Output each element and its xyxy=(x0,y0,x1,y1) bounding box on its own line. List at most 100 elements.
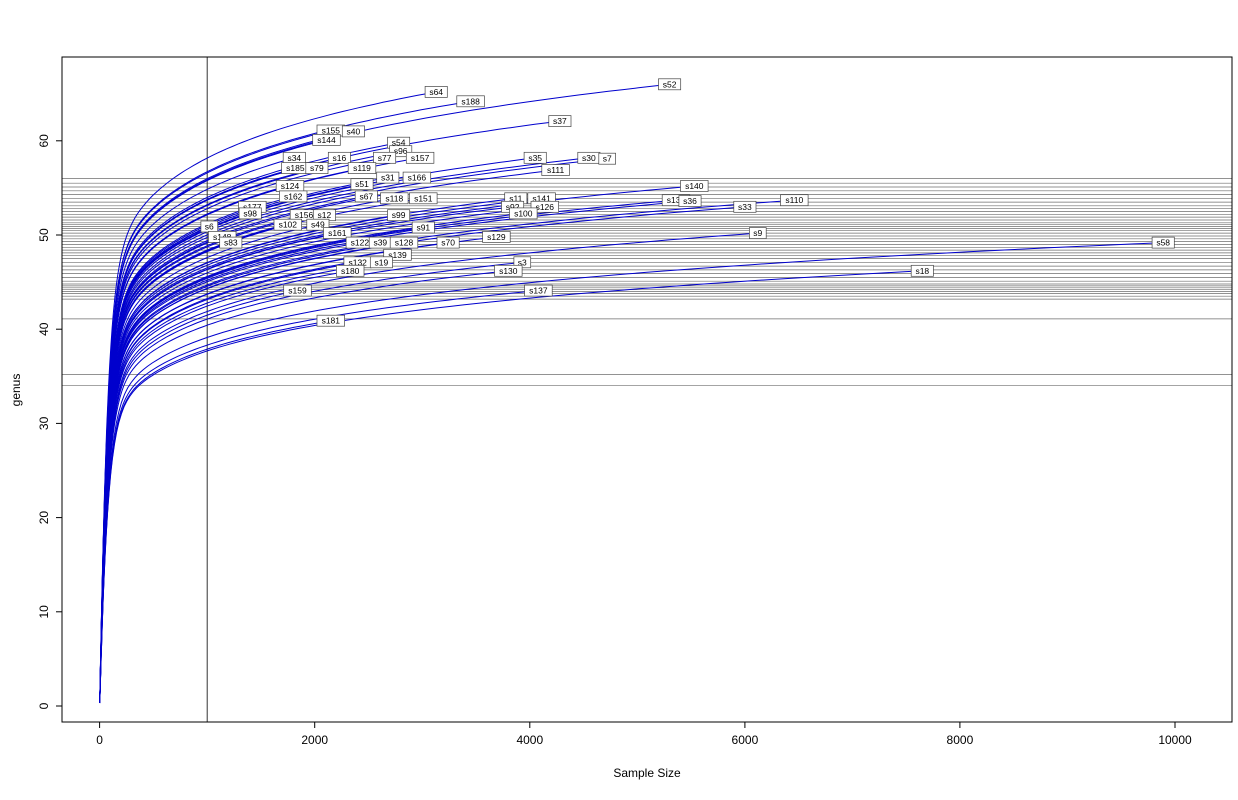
svg-text:s166: s166 xyxy=(408,173,427,183)
curve-label: s31 xyxy=(376,171,400,184)
svg-text:s139: s139 xyxy=(388,250,407,260)
x-axis-title: Sample Size xyxy=(613,766,681,780)
svg-text:s100: s100 xyxy=(514,208,533,218)
x-tick-label: 0 xyxy=(96,733,103,747)
rarefaction-curve xyxy=(99,157,536,703)
svg-text:s155: s155 xyxy=(322,126,341,136)
curve-label: s96 xyxy=(389,145,413,158)
curve-label: s36 xyxy=(678,195,702,207)
rarefaction-curve xyxy=(99,199,677,703)
svg-text:s144: s144 xyxy=(317,135,336,145)
svg-text:s70: s70 xyxy=(441,238,455,248)
svg-text:s33: s33 xyxy=(738,202,752,212)
curve-label: s30 xyxy=(577,151,601,164)
svg-text:s180: s180 xyxy=(341,266,360,276)
svg-text:s9: s9 xyxy=(753,228,762,238)
curve-label: s52 xyxy=(658,78,682,91)
curve-label: s102 xyxy=(273,218,302,231)
svg-text:s79: s79 xyxy=(310,163,324,173)
svg-text:s39: s39 xyxy=(373,238,387,248)
svg-text:s102: s102 xyxy=(279,220,298,230)
svg-text:s19: s19 xyxy=(375,257,389,267)
svg-text:s185: s185 xyxy=(286,163,305,173)
svg-text:s36: s36 xyxy=(683,196,697,206)
rarefaction-curve xyxy=(99,199,795,703)
svg-text:s49: s49 xyxy=(311,220,325,230)
plot-box xyxy=(61,56,1233,723)
svg-text:s132: s132 xyxy=(348,257,367,267)
curve-label: s37 xyxy=(548,115,572,127)
svg-text:s159: s159 xyxy=(288,286,307,296)
rarefaction-curve xyxy=(99,290,539,704)
svg-text:s31: s31 xyxy=(381,173,395,183)
y-tick-label: 40 xyxy=(37,322,51,336)
rarefaction-curve xyxy=(99,320,331,704)
curve-label: s100 xyxy=(509,207,538,220)
svg-text:s18: s18 xyxy=(915,266,929,276)
curve-label: s166 xyxy=(402,171,432,184)
curve-label: s99 xyxy=(387,209,411,222)
svg-text:s52: s52 xyxy=(663,79,677,89)
svg-text:s91: s91 xyxy=(416,223,430,233)
svg-text:s40: s40 xyxy=(347,126,361,136)
y-tick-label: 20 xyxy=(37,511,51,525)
y-tick-label: 50 xyxy=(37,228,51,242)
curve-label: s83 xyxy=(219,236,243,249)
curve-label: s181 xyxy=(316,314,345,327)
svg-text:s151: s151 xyxy=(414,193,433,203)
curve-label: s126 xyxy=(530,200,559,213)
y-axis-title: genus xyxy=(9,373,23,407)
x-tick-label: 2000 xyxy=(301,733,328,747)
curve-label: s162 xyxy=(279,190,308,203)
rarefaction-curve xyxy=(99,177,417,703)
x-tick-label: 4000 xyxy=(516,733,543,747)
svg-text:s118: s118 xyxy=(385,193,403,203)
curve-label: s159 xyxy=(283,284,312,297)
curve-label: s128 xyxy=(389,236,419,249)
svg-text:s136: s136 xyxy=(667,195,686,205)
svg-text:s162: s162 xyxy=(284,191,303,201)
svg-text:s12: s12 xyxy=(318,210,332,220)
svg-text:s6: s6 xyxy=(205,222,214,232)
curve-label: s188 xyxy=(456,95,485,108)
curve-label: s33 xyxy=(733,200,757,213)
rarefaction-curve xyxy=(99,242,1164,704)
curve-label: s51 xyxy=(350,178,374,191)
svg-text:s161: s161 xyxy=(328,228,347,238)
curve-label: s118 xyxy=(380,192,409,205)
svg-text:s157: s157 xyxy=(411,153,430,163)
curve-label: s129 xyxy=(482,231,511,243)
svg-text:s96: s96 xyxy=(394,146,408,156)
curve-label: s185 xyxy=(281,162,310,174)
y-tick-label: 30 xyxy=(37,416,51,430)
curve-label: s77 xyxy=(373,151,397,164)
curve-label: s98 xyxy=(238,207,262,220)
svg-text:s181: s181 xyxy=(322,316,341,326)
curve-label: s161 xyxy=(323,227,352,239)
curve-label: s137 xyxy=(524,284,553,297)
svg-text:s34: s34 xyxy=(287,153,301,163)
curve-label: s6 xyxy=(200,220,219,233)
curve-label: s124 xyxy=(275,180,305,192)
svg-text:s54: s54 xyxy=(392,138,406,148)
curve-label: s16 xyxy=(327,151,351,164)
curve-label: s67 xyxy=(354,190,378,203)
svg-text:s122: s122 xyxy=(351,238,370,248)
curve-label: s79 xyxy=(305,162,329,174)
curve-label: s140 xyxy=(680,180,709,192)
rarefaction-curve xyxy=(99,261,382,703)
rarefaction-curve xyxy=(99,270,509,704)
curve-label: s70 xyxy=(436,236,460,249)
curve-label: s144 xyxy=(312,134,341,146)
svg-text:s77: s77 xyxy=(378,153,392,163)
svg-text:s111: s111 xyxy=(547,165,564,175)
svg-text:s140: s140 xyxy=(685,181,704,191)
rarefaction-curve xyxy=(99,232,758,703)
svg-text:s16: s16 xyxy=(333,153,347,163)
svg-text:s156: s156 xyxy=(295,210,314,220)
curve-label: s91 xyxy=(411,221,435,234)
y-tick-label: 60 xyxy=(37,134,51,148)
rarefaction-curve xyxy=(99,261,523,704)
svg-text:s126: s126 xyxy=(536,202,555,212)
